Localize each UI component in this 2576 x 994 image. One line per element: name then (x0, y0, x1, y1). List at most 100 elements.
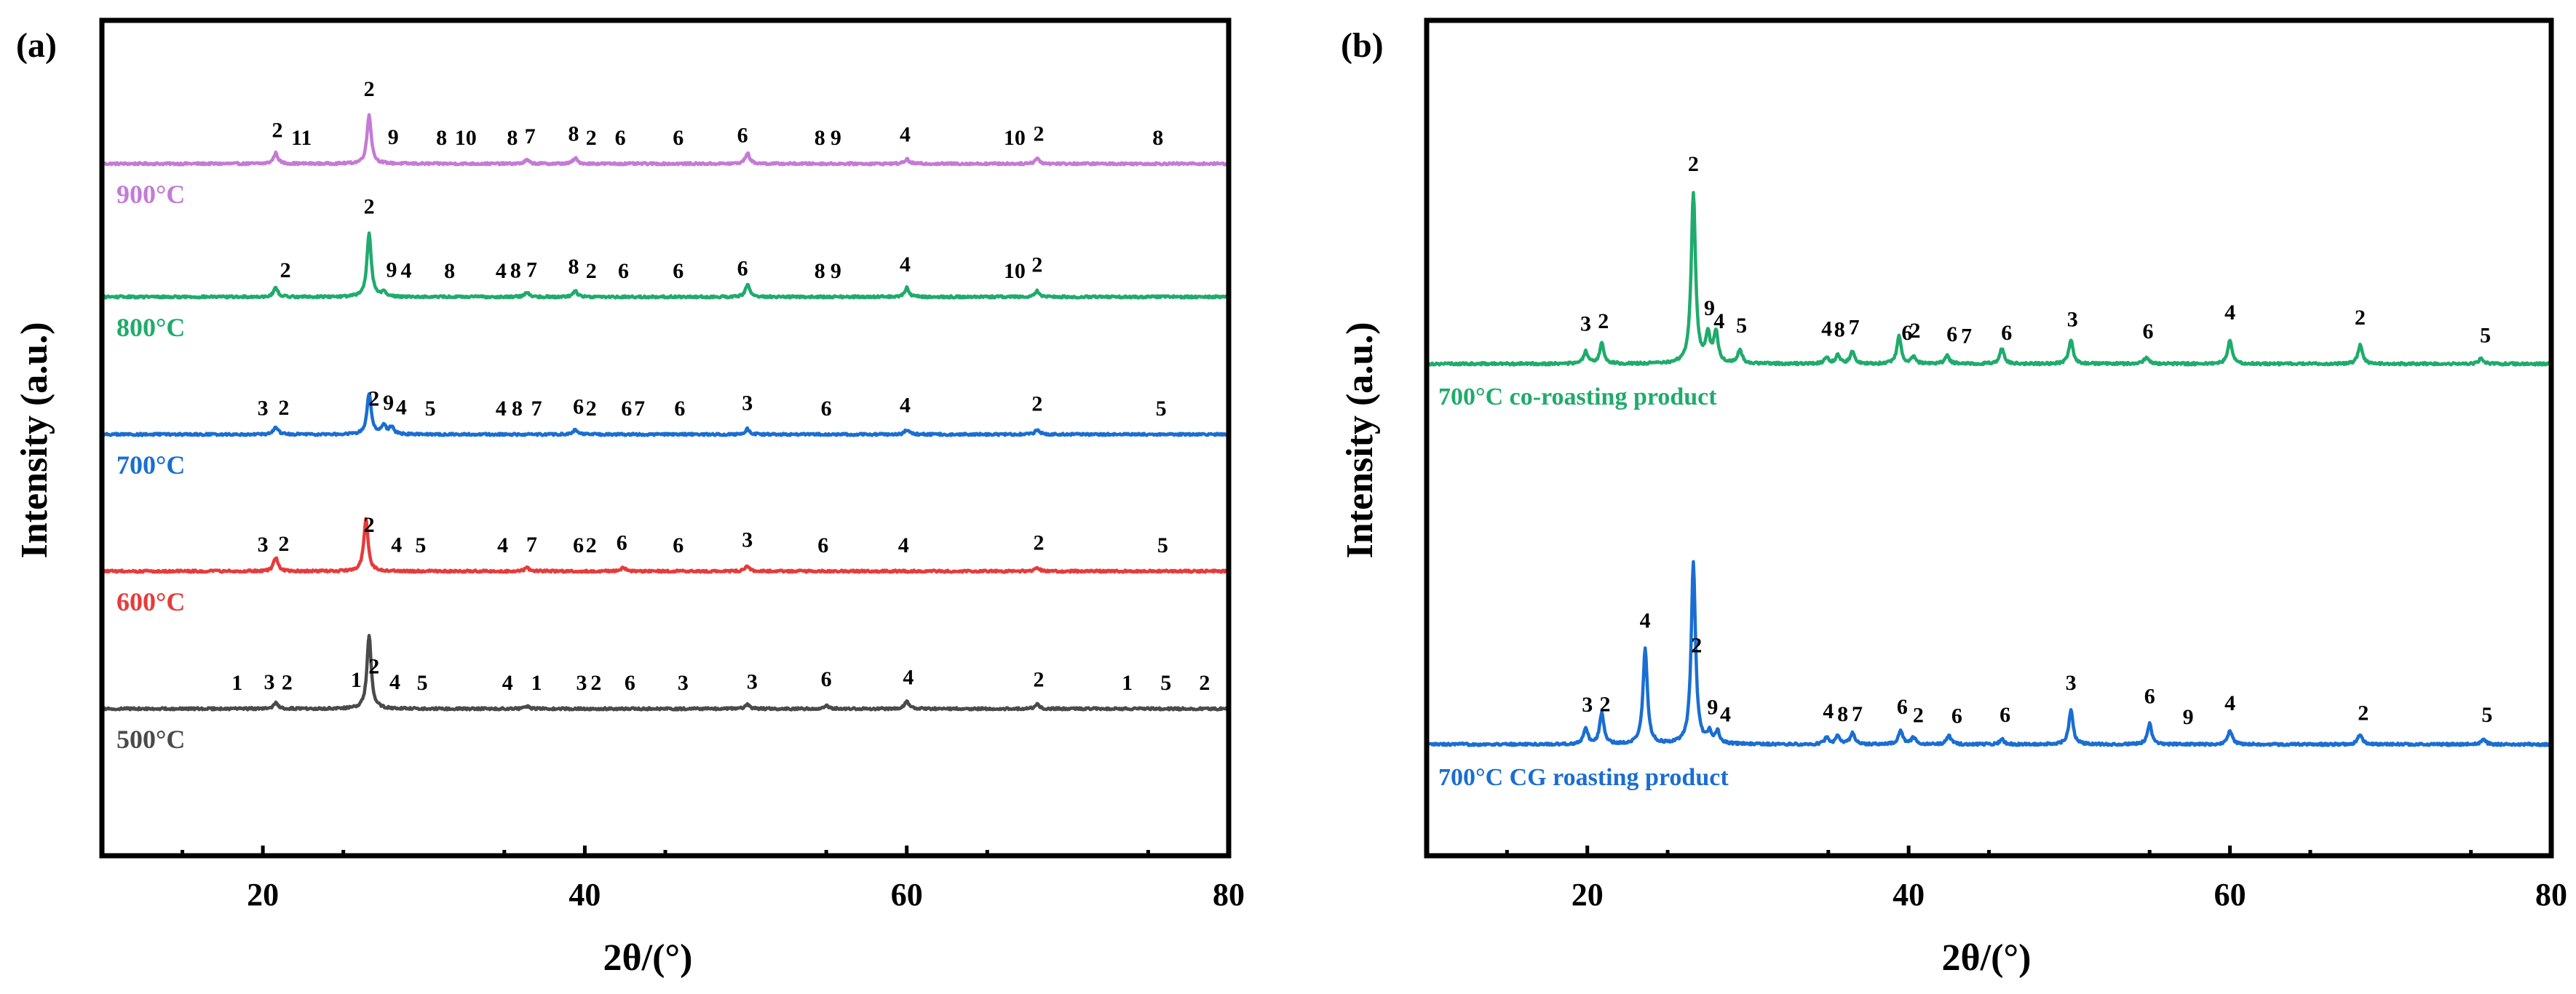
peak-label: 4 (2224, 301, 2235, 325)
panel-b: (b) Intensity (a.u.) 2θ/(°) 20 40 60 80 3 22… (1339, 17, 2567, 979)
xrd-trace (1425, 191, 2553, 367)
panel-a-x-axis-label: 2θ/(°) (603, 937, 692, 979)
peak-label: 5 (417, 671, 428, 695)
peak-label: 2 (1031, 392, 1042, 416)
peak-label: 6 (617, 530, 627, 554)
xrd-trace (100, 231, 1230, 300)
peak-label: 7 (526, 258, 537, 282)
peak-label: 3 (263, 670, 274, 694)
xrd-trace (100, 113, 1230, 167)
peak-label: 4 (400, 258, 411, 282)
peak-label: 7 (525, 124, 536, 148)
peak-label: 4 (1823, 699, 1834, 723)
peak-label: 3 (678, 671, 689, 695)
peak-label: 7 (634, 397, 645, 421)
peak-label: 2 (368, 386, 379, 410)
peak-label: 5 (425, 397, 436, 421)
peak-label: 4 (1640, 608, 1651, 632)
peak-label: 6 (1946, 322, 1957, 346)
peak-label: 1 (531, 671, 542, 695)
peak-label: 6 (2143, 319, 2154, 343)
peak-label: 2 (364, 513, 375, 537)
peak-label: 3 (2066, 671, 2077, 695)
x-tick-label: 40 (1893, 877, 1925, 913)
peak-label: 6 (673, 533, 683, 557)
panel-b-label: (b) (1341, 26, 1384, 65)
peak-label: 3 (576, 671, 587, 695)
peak-label: 10 (455, 126, 477, 150)
peak-label: 4 (389, 670, 400, 694)
peak-label: 4 (391, 533, 402, 557)
panel-b-plot-frame (1424, 17, 2554, 859)
peak-label: 2 (364, 77, 375, 101)
peak-label: 2 (1599, 692, 1610, 716)
series-label: 600°C (116, 587, 185, 616)
x-tick-label: 20 (247, 877, 279, 913)
peak-label: 2 (586, 126, 597, 150)
series-label: 800°C (116, 313, 185, 342)
peak-label: 6 (2001, 321, 2012, 345)
peak-label: 2 (586, 259, 597, 283)
peak-label: 6 (1901, 321, 1912, 345)
series-label: 700°C CG roasting product (1438, 764, 1729, 791)
peak-label: 2 (278, 532, 289, 556)
peak-label: 2 (1034, 667, 1045, 691)
panel-b-y-axis-label: Intensity (a.u.) (1339, 322, 1381, 558)
peak-label: 3 (747, 670, 758, 694)
peak-label: 5 (1157, 533, 1168, 557)
panel-a-y-axis-label: Intensity (a.u.) (14, 322, 55, 558)
x-tick-label: 60 (891, 877, 923, 913)
peak-label: 6 (2144, 685, 2155, 709)
peak-label: 2 (364, 195, 375, 219)
peak-label: 6 (618, 259, 629, 283)
xrd-trace (100, 634, 1230, 712)
peak-label: 4 (1821, 317, 1832, 341)
x-tick-label: 80 (2535, 877, 2567, 913)
peak-label: 7 (1961, 325, 1972, 349)
peak-label: 4 (502, 671, 513, 695)
peak-label: 2 (272, 118, 283, 142)
peak-label: 5 (2481, 703, 2492, 727)
peak-label: 2 (278, 396, 289, 420)
peak-label: 4 (900, 122, 911, 146)
x-tick-label: 40 (568, 877, 601, 913)
x-tick-label: 20 (1572, 877, 1604, 913)
peak-label: 6 (673, 126, 683, 150)
peak-label: 3 (742, 528, 753, 552)
peak-label: 5 (1160, 671, 1171, 695)
peak-label: 9 (1704, 296, 1715, 320)
xrd-trace (100, 517, 1230, 574)
x-tick-label: 60 (2214, 877, 2246, 913)
peak-label: 1 (1122, 671, 1133, 695)
peak-label: 4 (496, 397, 507, 421)
series-label: 500°C (116, 725, 185, 754)
peak-label: 6 (573, 395, 584, 419)
peak-label: 3 (1580, 312, 1591, 336)
peak-label: 9 (2183, 705, 2194, 729)
peak-label: 2 (1199, 671, 1210, 695)
peak-label: 9 (383, 391, 394, 415)
peak-label: 8 (1834, 317, 1845, 341)
peak-label: 6 (817, 533, 828, 557)
peak-label: 6 (673, 259, 683, 283)
peak-label: 6 (674, 397, 685, 421)
peak-label: 4 (2224, 691, 2235, 715)
peak-label: 6 (2000, 703, 2010, 727)
peak-label: 10 (1004, 126, 1026, 150)
xrd-trace (100, 391, 1230, 437)
peak-label: 6 (737, 256, 748, 280)
peak-label: 3 (258, 397, 269, 421)
peak-label: 2 (1031, 253, 1042, 277)
peak-label: 4 (1713, 309, 1724, 333)
peak-label: 2 (586, 397, 597, 421)
peak-label: 2 (1688, 152, 1699, 176)
peak-label: 4 (903, 665, 914, 689)
peak-label: 8 (444, 259, 455, 283)
